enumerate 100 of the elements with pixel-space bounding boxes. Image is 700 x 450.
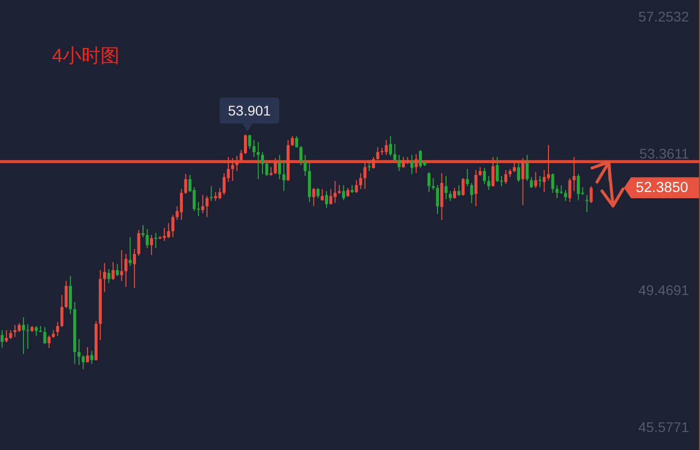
candlestick	[252, 140, 256, 158]
annotation: 52.3850	[636, 180, 688, 196]
candlestick	[295, 135, 298, 148]
candlestick	[128, 236, 132, 266]
candlestick	[414, 154, 418, 174]
candlestick	[564, 190, 568, 202]
candlestick	[491, 156, 494, 188]
candlestick	[440, 172, 444, 220]
candlestick	[546, 144, 550, 181]
candlestick	[496, 156, 499, 182]
candlestick	[325, 190, 328, 208]
candlestick	[354, 180, 358, 194]
candlestick	[103, 262, 106, 292]
y-tick-label: 53.3611	[639, 145, 690, 162]
candlestick	[453, 187, 456, 199]
candlestick	[376, 146, 380, 160]
candlestick	[82, 354, 85, 370]
candlestick	[132, 248, 136, 289]
candlestick	[116, 264, 119, 277]
candlestick	[0, 330, 4, 348]
candlestick	[444, 175, 448, 200]
candlestick	[86, 346, 89, 364]
candlestick	[466, 168, 469, 187]
candlestick	[154, 232, 158, 249]
candlestick	[568, 178, 572, 202]
candlestick	[43, 326, 46, 344]
candlestick	[402, 156, 405, 168]
candlestick	[124, 253, 128, 288]
candlestick	[530, 176, 533, 188]
candlestick	[556, 184, 559, 199]
candlestick	[427, 172, 430, 193]
candlestick	[334, 180, 337, 204]
candlestick	[359, 172, 362, 190]
candlestick	[112, 262, 115, 280]
candlestick	[248, 134, 252, 150]
candlestick	[320, 188, 324, 202]
candlestick	[48, 334, 51, 349]
candlestick	[526, 154, 529, 182]
candlestick	[551, 172, 554, 194]
candlestick	[150, 234, 154, 256]
candlestick	[393, 144, 396, 162]
candlestick	[560, 184, 563, 194]
candlestick	[372, 156, 375, 170]
candlestick	[107, 268, 110, 284]
candlestick	[206, 196, 209, 218]
candlestick	[235, 155, 238, 172]
candlestick	[462, 178, 465, 196]
candlestick	[4, 330, 8, 344]
candlestick	[389, 135, 392, 156]
candlestick	[487, 175, 490, 191]
candlestick	[167, 222, 170, 239]
candlestick	[448, 190, 452, 202]
candlestick	[77, 338, 80, 366]
candlestick	[572, 156, 576, 192]
candlestick	[222, 172, 226, 196]
candlestick	[64, 280, 68, 309]
candlestick	[436, 184, 439, 214]
candlestick	[184, 173, 188, 194]
candlestick	[504, 170, 508, 185]
candlestick	[342, 184, 346, 201]
text: 4小时图	[52, 46, 120, 67]
candlestick	[180, 188, 183, 220]
candlestick	[137, 230, 140, 257]
candlestick	[240, 150, 243, 162]
candlestick	[410, 154, 414, 175]
candlestick	[590, 186, 593, 204]
candlestick	[210, 186, 213, 202]
candlestick	[517, 162, 520, 182]
y-tick-label: 49.4691	[638, 282, 690, 298]
candlestick	[278, 154, 282, 180]
candlestick	[68, 276, 72, 315]
candlestick	[265, 160, 268, 176]
candlestick	[22, 316, 25, 355]
candlestick	[201, 194, 204, 214]
candlestick	[256, 141, 260, 180]
candlestick	[521, 158, 524, 206]
candlestick	[299, 146, 302, 166]
candlestick	[329, 188, 332, 205]
candlestick	[418, 150, 422, 168]
candlestick	[512, 162, 516, 173]
candlestick	[60, 294, 64, 328]
candlestick	[542, 170, 546, 193]
candlestick	[346, 187, 350, 198]
candlestick	[316, 187, 320, 199]
candlestick	[482, 167, 486, 185]
candlestick	[432, 178, 435, 191]
candlestick	[304, 154, 307, 176]
candlestick	[290, 135, 294, 147]
candlestick	[261, 152, 264, 175]
candlestick	[56, 321, 60, 337]
candlestick	[384, 140, 388, 156]
candlestick	[231, 158, 234, 182]
candlestick	[538, 175, 542, 188]
candlestick	[146, 228, 149, 249]
candlestick	[474, 170, 478, 207]
y-tick-label: 45.5771	[638, 418, 690, 435]
candlestick	[534, 172, 538, 188]
annotation: 53.901	[228, 102, 272, 119]
y-tick-label: 57.2532	[638, 8, 690, 25]
candlestick	[162, 227, 166, 242]
